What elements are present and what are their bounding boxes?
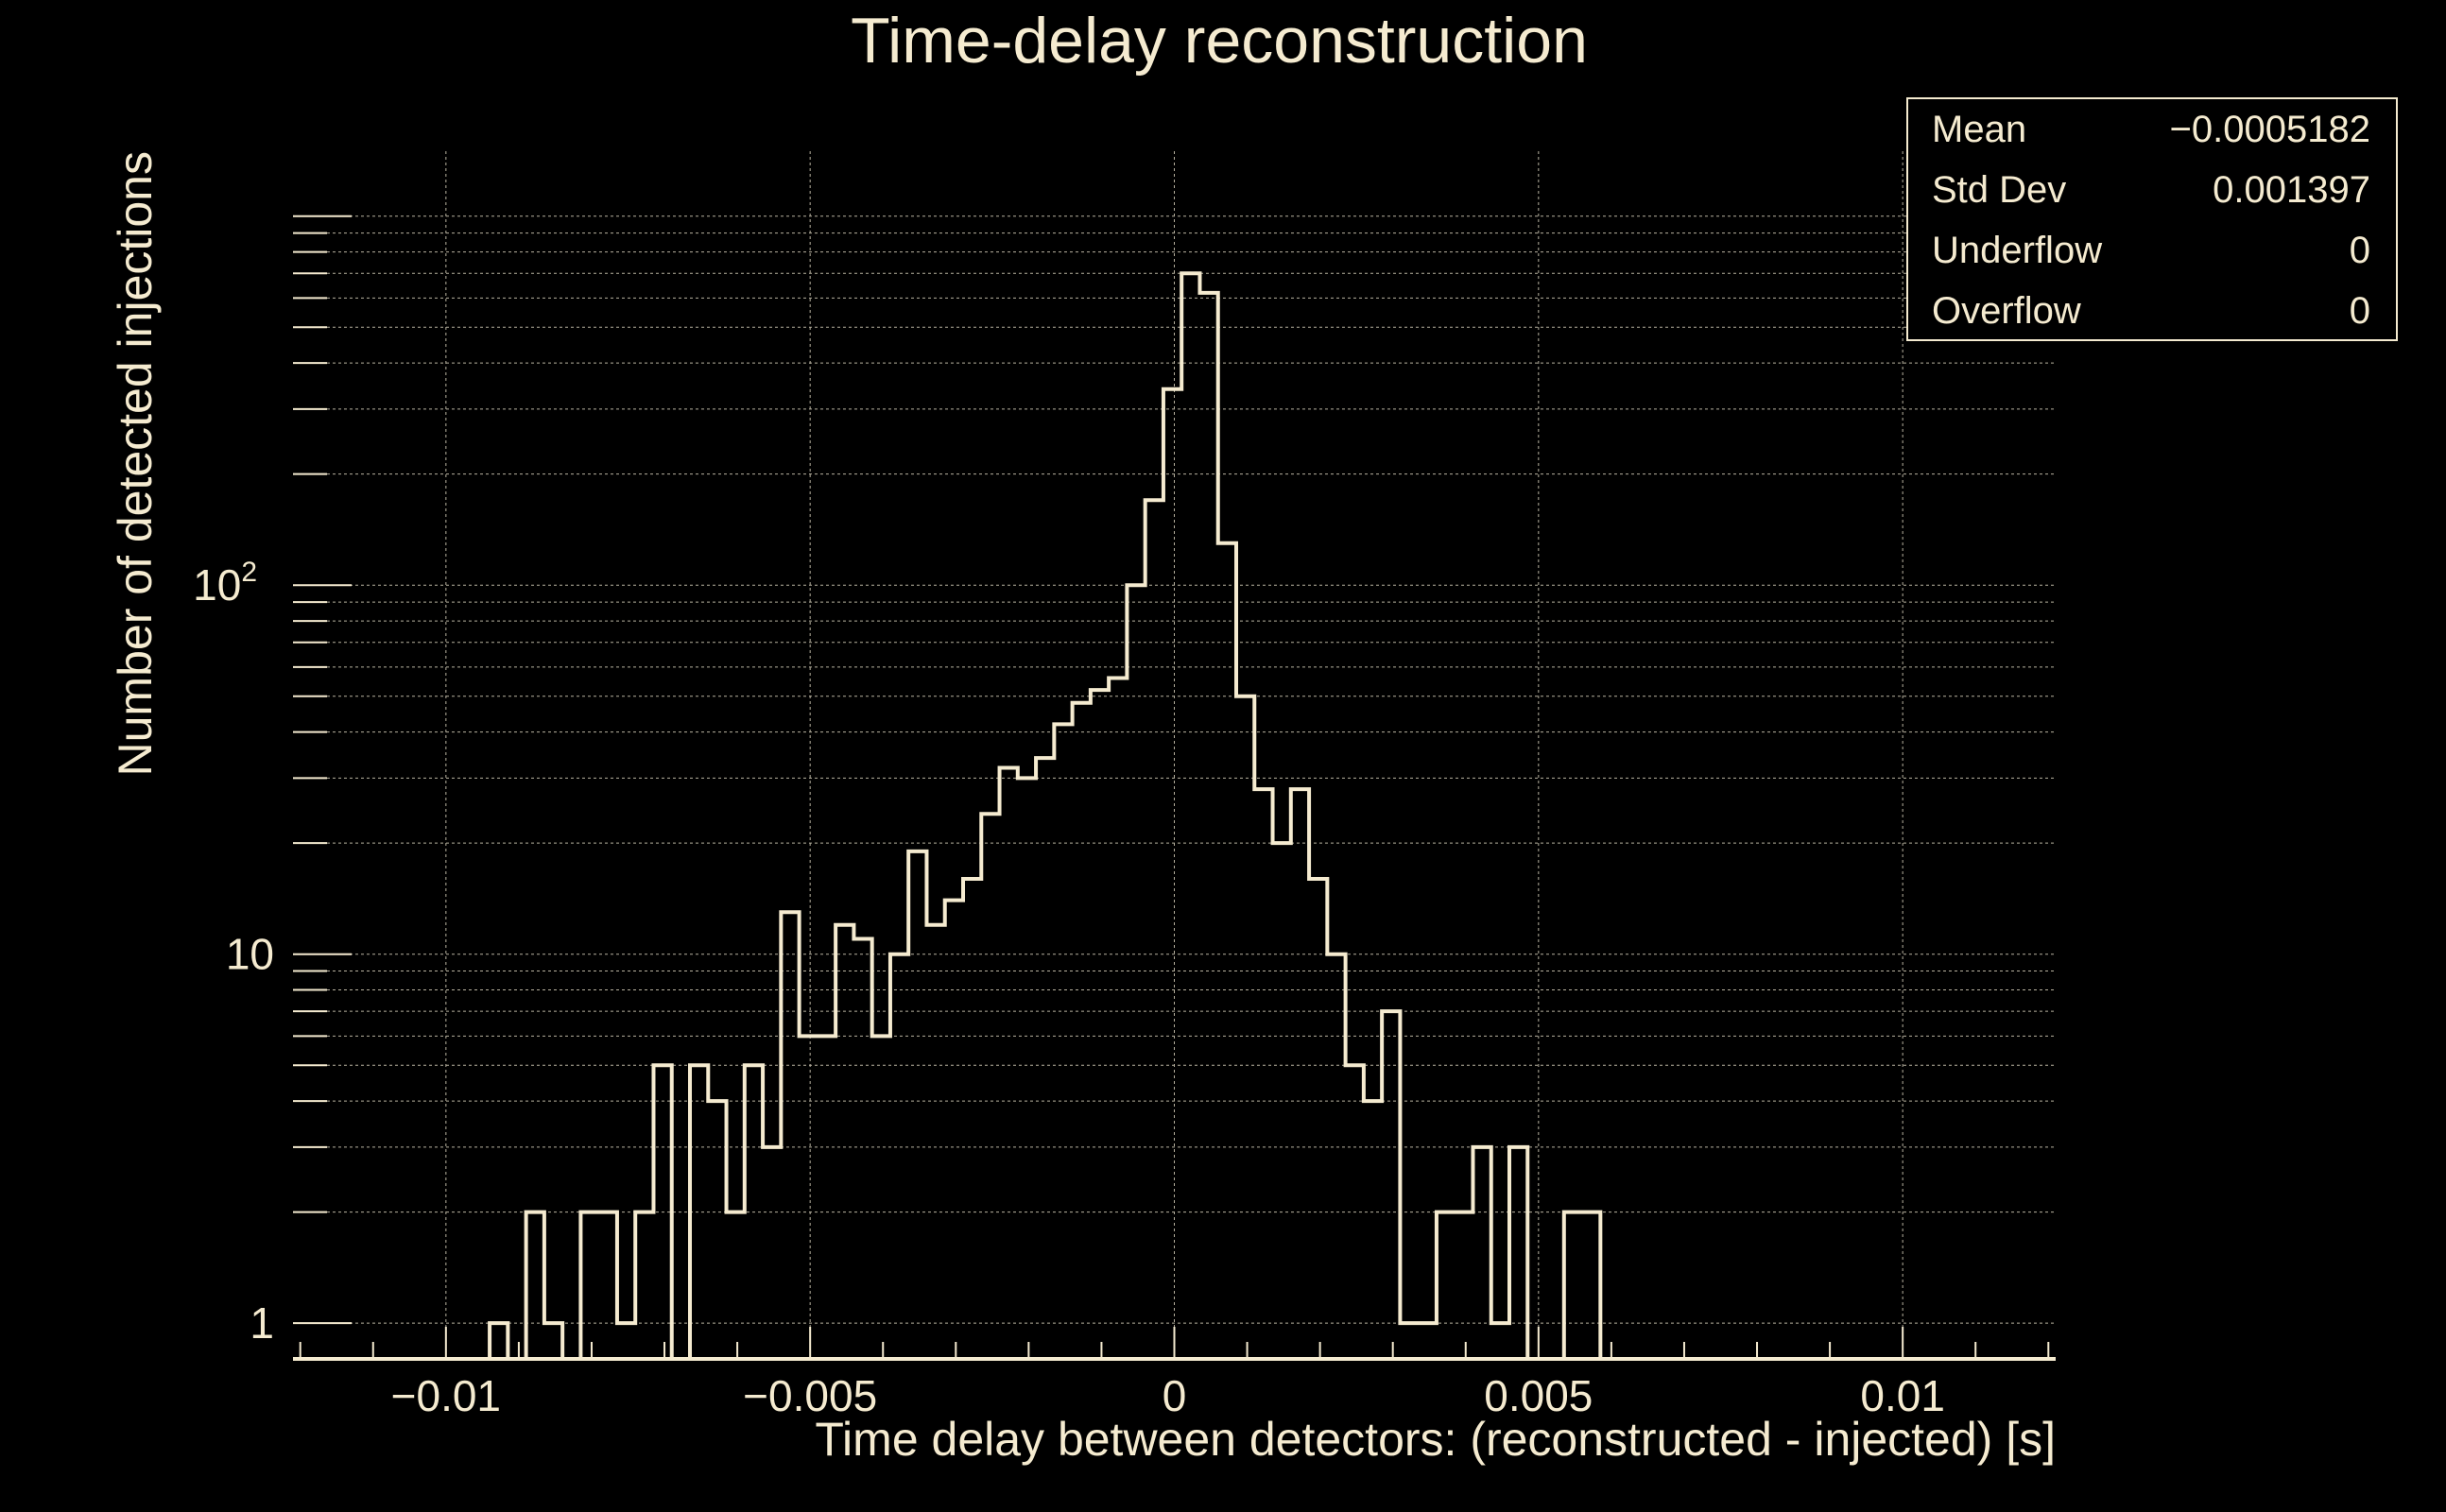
histogram-bin bbox=[1054, 724, 1072, 1359]
stats-row-value: 0 bbox=[2350, 290, 2370, 332]
histogram-bin bbox=[1327, 954, 1345, 1359]
histogram-bin bbox=[963, 879, 981, 1359]
histogram-bin bbox=[1382, 1011, 1400, 1359]
histogram-bin bbox=[1236, 696, 1254, 1359]
stats-rows: Mean −0.0005182 Std Dev 0.001397 Underflow 0 O… bbox=[1932, 109, 2370, 332]
histogram-bin bbox=[599, 1212, 617, 1359]
histogram-bin bbox=[1346, 1065, 1364, 1359]
histogram-bin bbox=[1364, 1101, 1382, 1359]
histogram-bin bbox=[981, 814, 999, 1359]
histogram-bin bbox=[1145, 500, 1163, 1359]
chart-title: Time-delay reconstruction bbox=[851, 5, 1588, 77]
histogram-bin bbox=[818, 1036, 835, 1359]
grid-lines bbox=[293, 151, 2056, 1359]
histogram-bin bbox=[1036, 758, 1054, 1359]
histogram-bin bbox=[544, 1323, 562, 1359]
stats-row-label: Std Dev bbox=[1932, 169, 2066, 211]
histogram-series-line bbox=[293, 271, 2056, 1361]
histogram-bin bbox=[1437, 1212, 1455, 1359]
histogram-bin bbox=[617, 1323, 635, 1359]
histogram-bin bbox=[1455, 1212, 1473, 1359]
histogram-bin bbox=[1163, 389, 1181, 1359]
y-tick-label: 1 bbox=[250, 1298, 274, 1348]
histogram-bin bbox=[727, 1212, 745, 1359]
histogram-bin bbox=[526, 1212, 544, 1359]
histogram-bin bbox=[745, 1065, 763, 1359]
stats-row-value: −0.0005182 bbox=[2170, 109, 2370, 150]
histogram-bin bbox=[490, 1323, 508, 1359]
x-tick-label: −0.005 bbox=[743, 1371, 877, 1420]
histogram-bin bbox=[708, 1101, 726, 1359]
stats-row-value: 0.001397 bbox=[2213, 169, 2370, 211]
histogram-bin bbox=[1291, 789, 1309, 1359]
histogram-bin bbox=[1509, 1147, 1527, 1359]
histogram-bin bbox=[908, 851, 926, 1359]
histogram-bin bbox=[1309, 879, 1327, 1359]
histogram-bin bbox=[890, 954, 908, 1359]
histogram-bin bbox=[653, 1065, 671, 1359]
histogram-bin bbox=[800, 1036, 818, 1359]
y-axis-label: Number of detected injections bbox=[109, 151, 162, 776]
histogram-bin bbox=[1582, 1212, 1600, 1359]
histogram-bin bbox=[1473, 1147, 1490, 1359]
histogram-bin bbox=[1419, 1323, 1437, 1359]
x-tick-label: −0.01 bbox=[391, 1371, 501, 1420]
histogram-bin bbox=[853, 939, 871, 1359]
x-tick-label: 0.005 bbox=[1484, 1371, 1593, 1420]
x-tick-label: 0.01 bbox=[1860, 1371, 1945, 1420]
stats-row-label: Overflow bbox=[1932, 290, 2081, 332]
histogram-bin bbox=[1018, 778, 1036, 1359]
histogram-bin bbox=[945, 901, 963, 1359]
histogram-bin bbox=[926, 925, 944, 1359]
histogram-bin bbox=[1273, 843, 1291, 1359]
stats-box: Mean −0.0005182 Std Dev 0.001397 Underflow 0 O… bbox=[1906, 97, 2398, 341]
x-tick-label: 0 bbox=[1163, 1371, 1187, 1420]
histogram-bin bbox=[872, 1036, 890, 1359]
minor-ticks bbox=[293, 215, 2050, 1359]
stats-row-value: 0 bbox=[2350, 230, 2370, 271]
histogram-bin bbox=[1564, 1212, 1582, 1359]
histogram-bin bbox=[580, 1212, 598, 1359]
histogram-bin bbox=[835, 925, 853, 1359]
x-tick-labels: −0.01 −0.005 0 0.005 0.01 bbox=[391, 1371, 1945, 1420]
histogram-bin bbox=[1127, 585, 1145, 1359]
histogram-bin bbox=[1000, 767, 1018, 1359]
histogram-bin bbox=[1218, 543, 1236, 1359]
stats-box-frame bbox=[1906, 97, 2398, 341]
x-axis-label: Time delay between detectors: (reconstru… bbox=[815, 1413, 2056, 1466]
histogram-bin bbox=[1091, 690, 1109, 1359]
histogram-bin bbox=[1181, 273, 1199, 1359]
stats-row-label: Mean bbox=[1932, 109, 2026, 150]
y-tick-label: 10 bbox=[226, 930, 274, 979]
histogram-bin bbox=[781, 912, 799, 1359]
histogram-bin bbox=[1199, 293, 1217, 1359]
histogram-bin bbox=[1491, 1323, 1509, 1359]
histogram-bin bbox=[690, 1065, 708, 1359]
histogram-bin bbox=[1109, 679, 1127, 1359]
histogram-bin bbox=[635, 1212, 653, 1359]
histogram-bin bbox=[1400, 1323, 1418, 1359]
histogram-bin bbox=[1073, 703, 1091, 1359]
histogram-bin bbox=[1254, 789, 1272, 1359]
histogram-bin bbox=[763, 1147, 781, 1359]
stats-row-label: Underflow bbox=[1932, 230, 2102, 271]
